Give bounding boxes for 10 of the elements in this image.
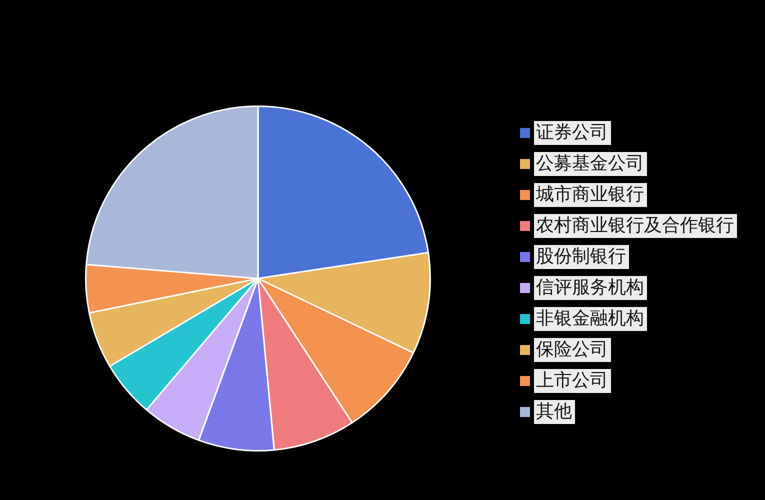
legend-label: 信评服务机构: [534, 276, 647, 300]
legend-label: 股份制银行: [534, 244, 629, 268]
legend-label: 上市公司: [534, 368, 611, 392]
legend-label: 保险公司: [534, 338, 611, 362]
legend-label: 证券公司: [534, 120, 611, 144]
legend-label: 非银金融机构: [534, 306, 647, 330]
legend-label: 城市商业银行: [534, 182, 647, 206]
legend-label: 农村商业银行及合作银行: [534, 214, 737, 238]
legend-label: 公募基金公司: [534, 152, 647, 176]
legend-label: 其他: [534, 400, 575, 424]
